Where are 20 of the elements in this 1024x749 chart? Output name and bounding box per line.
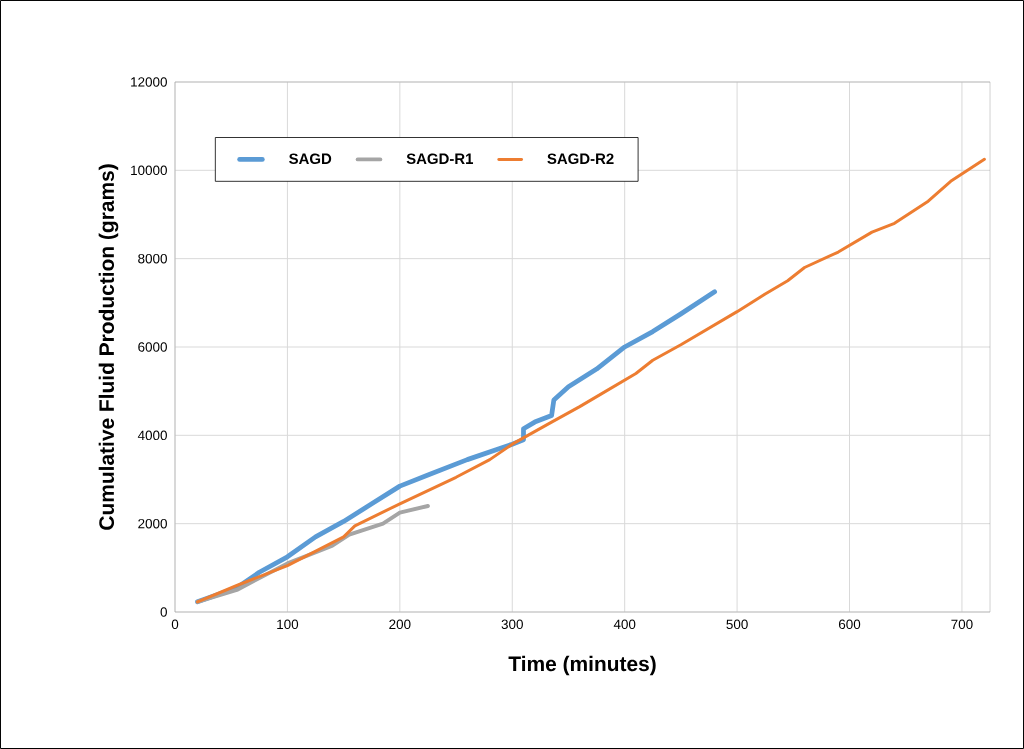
y-tick-label: 10000 <box>131 165 167 176</box>
y-tick-label: 8000 <box>138 253 167 264</box>
x-tick-label: 500 <box>726 619 748 630</box>
x-tick-label: 100 <box>277 619 299 630</box>
legend-label: SAGD-R1 <box>406 153 474 165</box>
y-tick-label: 6000 <box>138 342 167 352</box>
y-axis-title: Cumulative Fluid Production (grams) <box>98 164 119 530</box>
y-tick-label: 4000 <box>137 430 167 441</box>
y-tick-label: 12000 <box>131 77 167 87</box>
x-tick-label: 200 <box>389 619 411 630</box>
legend-label: SAGD <box>289 153 332 165</box>
x-tick-label: 300 <box>501 619 523 630</box>
x-tick-label: 0 <box>171 619 179 630</box>
x-tick-label: 700 <box>951 619 973 630</box>
legend-label: SAGD-R2 <box>547 153 614 165</box>
y-tick-label: 0 <box>160 607 167 617</box>
y-tick-label: 2000 <box>138 518 167 529</box>
x-axis-title: Time (minutes) <box>508 655 656 676</box>
x-tick-label: 400 <box>613 619 636 630</box>
x-tick-label: 600 <box>838 619 861 630</box>
